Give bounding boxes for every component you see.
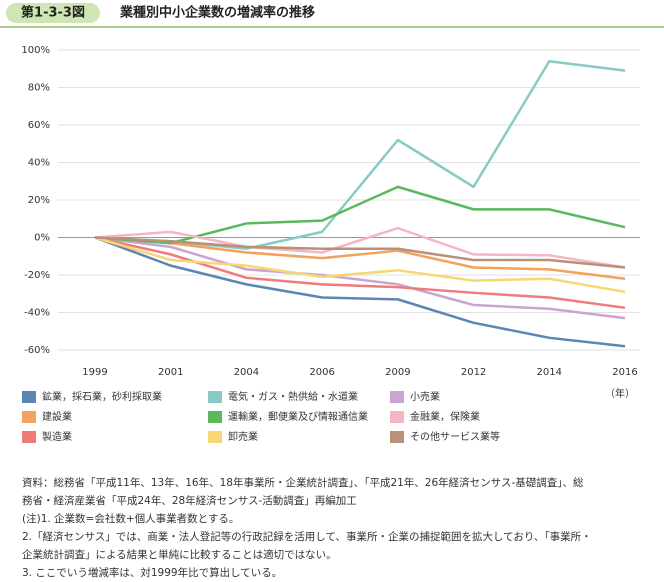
- legend-swatch: [208, 431, 222, 443]
- y-tick-label: -20%: [24, 270, 50, 281]
- legend-label: 製造業: [42, 430, 72, 443]
- y-tick-label: 80%: [28, 83, 50, 94]
- legend-label: 電気・ガス・熱供給・水道業: [228, 390, 358, 403]
- x-tick-label: 2014: [537, 367, 562, 378]
- y-tick-label: 0%: [34, 233, 50, 244]
- legend-label: 金融業，保険業: [410, 410, 480, 423]
- note: 務省・経済産業省「平成24年、28年経済センサス‐活動調査」再編加工: [22, 494, 357, 507]
- y-tick-label: -60%: [24, 345, 50, 356]
- note: (注)1. 企業数=会社数+個人事業者数とする。: [22, 512, 239, 525]
- x-unit: （年）: [605, 387, 635, 400]
- y-tick-label: 20%: [28, 195, 50, 206]
- legend-label: 建設業: [42, 410, 72, 423]
- series-line: [94, 236, 626, 310]
- series-line: [94, 236, 626, 269]
- legend-swatch: [208, 411, 222, 423]
- series-line: [94, 60, 626, 250]
- legend-label: 運輸業，郵便業及び情報通信業: [228, 410, 368, 423]
- y-tick-label: 60%: [28, 120, 50, 131]
- legend-swatch: [208, 391, 222, 403]
- x-tick-label: 2009: [385, 367, 410, 378]
- y-tick-label: 40%: [28, 158, 50, 169]
- legend-label: その他サービス業等: [410, 430, 500, 443]
- figure-badge: [6, 3, 100, 23]
- x-tick-label: 2001: [158, 367, 183, 378]
- series-line: [94, 185, 626, 245]
- legend-swatch: [390, 411, 404, 423]
- chart-title: 業種別中小企業数の増減率の推移: [119, 5, 315, 21]
- figure-label: 第1-3-3図: [21, 5, 85, 21]
- legend-swatch: [390, 431, 404, 443]
- note: 企業統計調査」による結果と単純に比較することは適切ではない。: [22, 548, 337, 561]
- legend-label: 卸売業: [228, 430, 258, 443]
- x-tick-label: 2006: [309, 367, 334, 378]
- y-tick-label: -40%: [24, 308, 50, 319]
- x-tick-label: 2012: [461, 367, 486, 378]
- legend-swatch: [22, 431, 36, 443]
- x-tick-label: 2004: [234, 367, 259, 378]
- legend-label: 鉱業，採石業，砂利採取業: [42, 390, 162, 403]
- legend-swatch: [390, 391, 404, 403]
- series-line: [94, 226, 626, 269]
- legend-label: 小売業: [410, 390, 440, 403]
- note: 資料：総務省「平成11年、13年、16年、18年事業所・企業統計調査」、「平成2…: [22, 476, 584, 489]
- series-line: [94, 236, 626, 280]
- series-line: [94, 236, 626, 320]
- x-tick-label: 1999: [82, 367, 107, 378]
- series-line: [94, 236, 626, 294]
- x-tick-label: 2016: [612, 367, 637, 378]
- note: 3. ここでいう増減率は、対1999年比で算出している。: [22, 566, 282, 579]
- y-tick-label: 100%: [21, 45, 50, 56]
- legend-swatch: [22, 391, 36, 403]
- legend-swatch: [22, 411, 36, 423]
- series-line: [94, 236, 626, 348]
- note: 2.「経済センサス」では、商業・法人登記等の行政記録を活用して、事業所・企業の捕…: [22, 530, 592, 543]
